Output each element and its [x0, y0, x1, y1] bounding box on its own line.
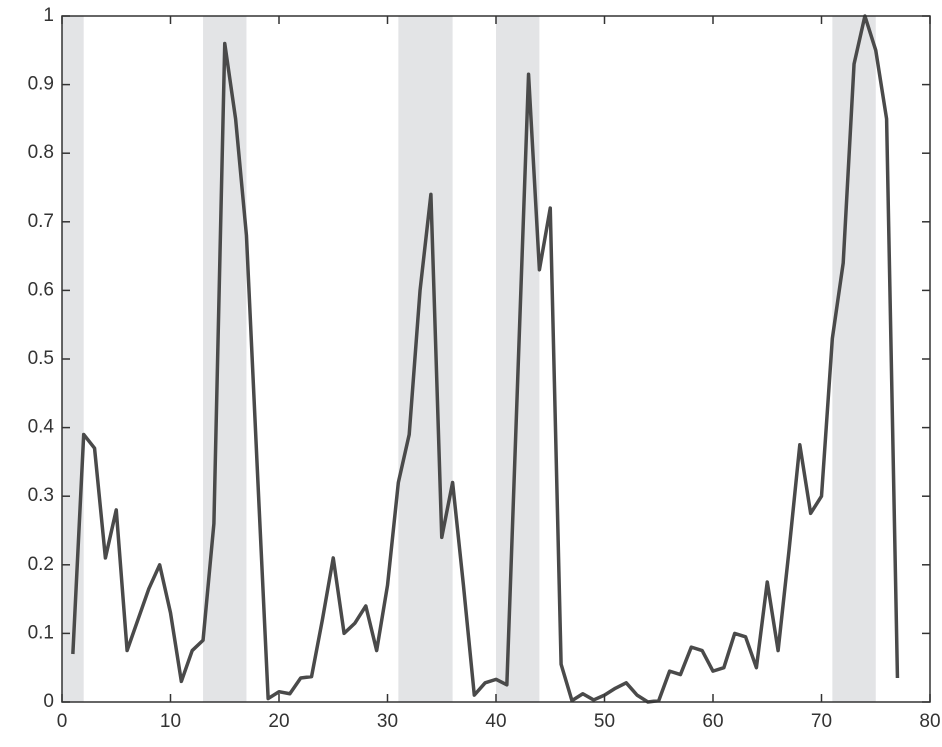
y-tick-label: 0.9 — [28, 74, 54, 95]
y-tick-label: 0.7 — [28, 211, 54, 232]
y-tick-label: 0.8 — [28, 142, 54, 163]
y-tick-label: 0.1 — [28, 622, 54, 643]
x-tick-label: 30 — [377, 711, 398, 732]
y-tick-label: 0.2 — [28, 554, 54, 575]
y-tick-label: 0.5 — [28, 348, 54, 369]
x-tick-label: 10 — [160, 711, 181, 732]
y-tick-label: 0.4 — [28, 417, 55, 438]
x-tick-label: 60 — [702, 711, 723, 732]
y-tick-label: 0.3 — [28, 485, 54, 506]
y-tick-label: 1 — [43, 5, 54, 26]
y-tick-label: 0 — [43, 691, 54, 712]
shaded-region — [832, 16, 876, 702]
shaded-region — [203, 16, 247, 702]
x-tick-label: 40 — [485, 711, 506, 732]
x-tick-label: 50 — [594, 711, 615, 732]
x-tick-label: 20 — [268, 711, 289, 732]
x-tick-label: 70 — [811, 711, 832, 732]
data-line — [71, 14, 900, 704]
y-tick-label: 0.6 — [28, 279, 54, 300]
x-tick-label: 80 — [919, 711, 940, 732]
x-tick-label: 0 — [57, 711, 68, 732]
shaded-region — [398, 16, 453, 702]
